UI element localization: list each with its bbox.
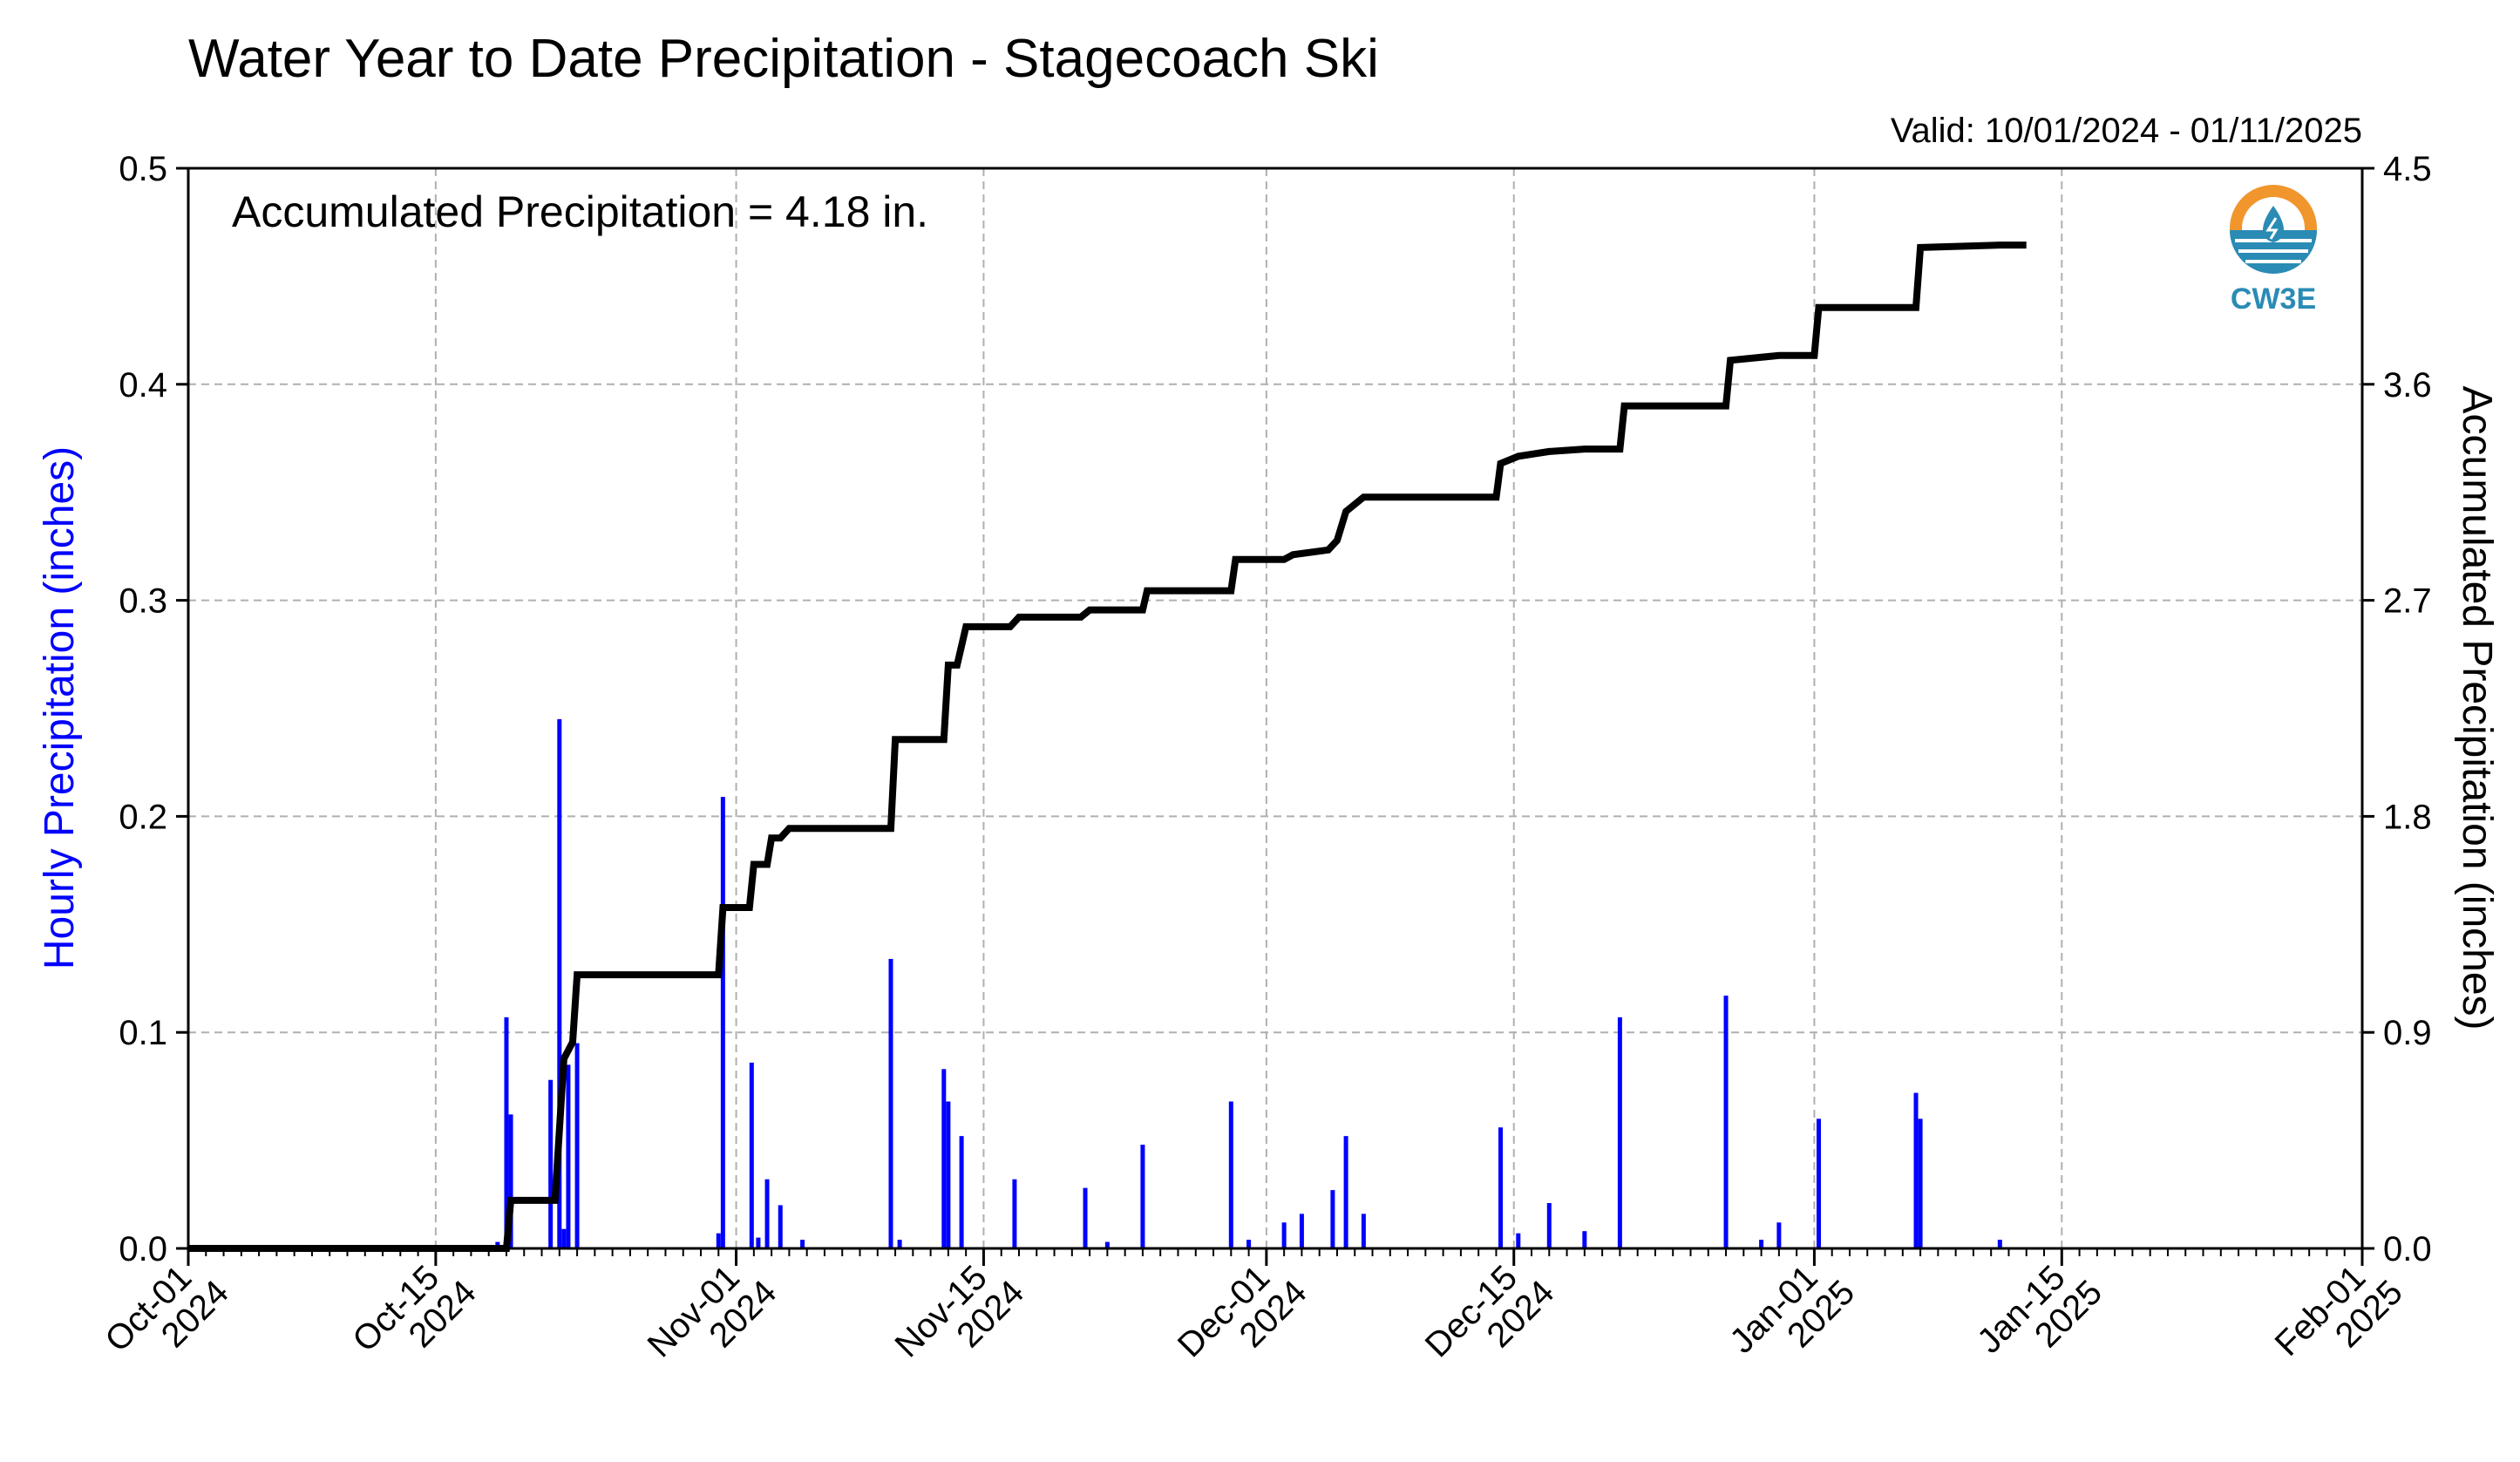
hourly-precip-bar [941,1069,947,1248]
hourly-precip-bar [1281,1222,1287,1248]
hourly-precip-bar [764,1179,770,1248]
accumulated-total-annotation: Accumulated Precipitation = 4.18 in. [232,187,928,236]
left-tick-label: 0.4 [119,366,167,405]
hourly-precip-bar [1918,1119,1923,1248]
hourly-precip-bar [548,1079,554,1248]
right-tick-label: 2.7 [2383,582,2432,621]
hourly-precip-bar [800,1240,805,1248]
accumulated-precip-line [188,241,2027,1252]
hourly-precip-bar [946,1101,951,1248]
hourly-precip-bar [1228,1101,1233,1248]
hourly-precip-bar [897,1240,902,1248]
right-y-axis-ticks: 0.0 0.9 1.8 2.7 3.6 4.5 [2362,150,2432,1268]
hourly-precip-bar [959,1136,964,1248]
hourly-precip-bar [1617,1017,1622,1248]
left-tick-label: 0.0 [119,1230,167,1268]
hourly-precip-bar [1582,1231,1587,1248]
hourly-precip-bar [1246,1240,1252,1248]
hourly-precip-bars [495,718,2002,1248]
hourly-precip-bar [1776,1222,1782,1248]
hourly-precip-bar [1516,1233,1521,1248]
hourly-precip-bar [1343,1136,1348,1248]
right-tick-label: 0.9 [2383,1014,2432,1052]
hourly-precip-bar [1104,1241,1110,1248]
left-y-axis-label: Hourly Precipitation (inches) [37,446,83,969]
hourly-precip-bar [888,958,893,1248]
hourly-precip-bar [1299,1214,1304,1248]
left-tick-label: 0.1 [119,1014,167,1052]
right-tick-label: 3.6 [2383,366,2432,405]
hourly-precip-bar [1723,996,1729,1248]
hourly-precip-bar [561,1228,567,1248]
hourly-precip-bar [1330,1190,1335,1248]
chart-title: Water Year to Date Precipitation - Stage… [188,29,1379,89]
left-y-axis-ticks: 0.0 0.1 0.2 0.3 0.4 0.5 [119,150,188,1268]
valid-range: Valid: 10/01/2024 - 01/11/2025 [1891,112,2362,150]
hourly-precip-bar [716,1233,721,1248]
plot-frame [187,167,2364,1250]
hourly-precip-bar [1997,1240,2002,1248]
hourly-precip-bar [508,1114,513,1248]
left-tick-label: 0.2 [119,798,167,836]
cw3e-logo: CW3E [2230,185,2317,316]
hourly-precip-bar [778,1205,783,1248]
hourly-precip-bar [1913,1092,1919,1248]
logo-text: CW3E [2231,282,2316,316]
hourly-precip-bar [1498,1127,1504,1248]
hourly-precip-bar [557,718,562,1248]
right-tick-label: 0.0 [2383,1230,2432,1268]
hourly-precip-bar [1012,1179,1017,1248]
hourly-precip-bar [1361,1214,1366,1248]
hourly-precip-bar [749,1062,754,1248]
right-y-axis-label: Accumulated Precipitation (inches) [2454,385,2500,1030]
hourly-precip-bar [566,1064,571,1248]
water-drop-logo-icon [2230,185,2317,274]
hourly-precip-bar [720,797,725,1248]
left-tick-label: 0.3 [119,582,167,621]
left-tick-label: 0.5 [119,150,167,188]
hourly-precip-bar [1083,1187,1088,1248]
hourly-precip-bar [1140,1145,1145,1248]
hourly-precip-bar [1546,1202,1552,1248]
right-tick-label: 1.8 [2383,798,2432,836]
hourly-precip-bar [756,1237,761,1248]
grid-lines [188,168,2362,1248]
hourly-precip-bar [1817,1119,1821,1248]
hourly-precip-bar [504,1017,509,1248]
hourly-precip-bar [574,1043,580,1248]
right-tick-label: 4.5 [2383,150,2432,188]
hourly-precip-bar [1759,1240,1764,1248]
